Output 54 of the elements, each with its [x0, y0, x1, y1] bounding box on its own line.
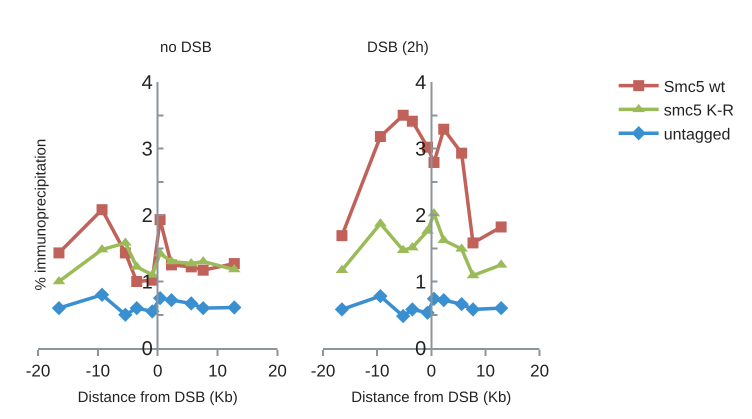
point: [145, 304, 160, 319]
point: [405, 302, 420, 317]
point: [374, 131, 386, 142]
point: [118, 308, 133, 322]
chart-title: DSB (2h): [367, 39, 429, 56]
point: [130, 300, 144, 316]
point: [396, 308, 410, 324]
y-axis-title: % immunoprecipitation: [32, 138, 50, 290]
x-tick-label: -20: [310, 361, 336, 380]
point: [494, 300, 508, 316]
y-tick-label: 4: [142, 72, 153, 94]
y-tick-label: 2: [142, 205, 153, 227]
point: [184, 296, 198, 311]
point: [466, 302, 480, 317]
x-tick-label: -10: [86, 361, 110, 380]
point: [96, 204, 108, 216]
point: [438, 124, 450, 135]
y-tick-label: 0: [415, 338, 426, 360]
chart-title: no DSB: [160, 39, 212, 56]
point: [334, 302, 350, 317]
point: [53, 247, 64, 258]
x-tick-label: -10: [364, 361, 390, 380]
x-tick-label: -20: [26, 361, 50, 380]
point: [373, 288, 388, 304]
point: [398, 110, 409, 121]
y-tick-label: 1: [415, 272, 426, 294]
y-tick-label: 0: [142, 338, 153, 360]
point: [227, 300, 242, 315]
point: [336, 230, 348, 242]
point: [198, 264, 209, 276]
x-axis-title: Distance from DSB (Kb): [351, 388, 512, 406]
point: [496, 221, 507, 232]
x-tick-label: 10: [208, 361, 228, 380]
y-tick-label: 4: [415, 72, 426, 94]
legend-label: untagged: [664, 126, 730, 144]
point: [456, 148, 468, 159]
x-tick-label: 10: [476, 361, 495, 380]
point: [454, 296, 469, 312]
legend-label: Smc5 wt: [664, 78, 726, 96]
y-tick-label: 2: [415, 205, 426, 227]
point: [406, 116, 418, 127]
point: [164, 292, 179, 308]
point: [52, 300, 66, 316]
point: [468, 237, 478, 248]
x-tick-label: 20: [530, 361, 550, 380]
point: [131, 276, 142, 287]
point: [94, 288, 110, 302]
x-axis-title: Distance from DSB (Kb): [78, 388, 238, 406]
point: [196, 300, 210, 316]
y-tick-label: 3: [415, 138, 426, 160]
y-tick-label: 3: [142, 138, 153, 160]
point: [436, 292, 451, 308]
x-tick-label: 20: [268, 361, 287, 380]
legend-label: smc5 K-R: [664, 102, 734, 120]
